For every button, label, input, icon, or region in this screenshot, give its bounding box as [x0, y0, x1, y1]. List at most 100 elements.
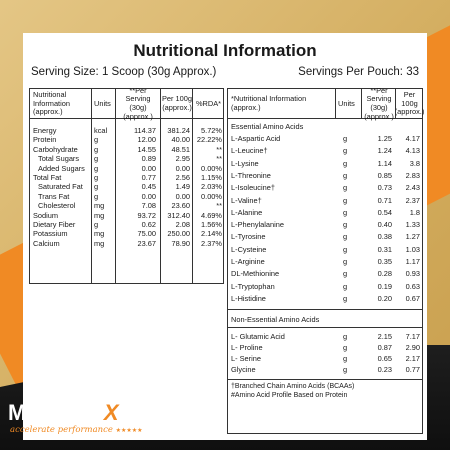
nutrient-per-serving: 0.62 — [141, 220, 156, 229]
nutrient-rda: ** — [216, 201, 222, 211]
table-row: Total Fat g 0.77 2.56 1.15% — [30, 173, 223, 183]
brand-name-x: X — [103, 400, 120, 425]
nutrient-unit: mg — [94, 210, 105, 220]
amino-per-serving: 0.23 — [377, 365, 392, 374]
nutrient-per-100g: 1.49 — [175, 182, 190, 192]
table-row: L-Alanine g 0.54 1.8 — [228, 207, 422, 218]
nutrient-per-serving: 12.00 — [137, 135, 157, 145]
amino-per-serving: 0.28 — [377, 269, 392, 279]
header-per-100g: Per 100g (approx.) — [162, 94, 192, 112]
table-row: DL-Methionine g 0.28 0.93 — [228, 270, 422, 279]
table-row: Calcium mg 23.67 78.90 2.37% — [30, 238, 223, 249]
amino-per-serving: 0.71 — [377, 195, 392, 205]
amino-name: L-Cysteine — [231, 244, 267, 254]
table-row: L-Valine† g 0.71 2.37 — [228, 195, 422, 206]
nutrient-rda: 0.00% — [201, 163, 222, 173]
amino-name: L- Proline — [231, 343, 263, 352]
table-row: L-Cysteine g 0.31 1.03 — [228, 244, 422, 255]
amino-per-serving: 0.54 — [377, 207, 392, 217]
amino-name: L-Arginine — [231, 257, 265, 266]
amino-per-100g: 7.17 — [405, 332, 420, 341]
amino-unit: g — [343, 170, 348, 180]
nutrient-unit: g — [94, 220, 99, 229]
amino-per-100g: 2.43 — [405, 183, 420, 193]
table-row: L-Arginine g 0.35 1.17 — [228, 257, 422, 267]
nutrient-unit: mg — [94, 229, 105, 239]
amino-header-per-100g: Per 100g (approx.) — [394, 90, 425, 117]
amino-name: L-Phenylalanine — [231, 220, 285, 230]
amino-unit: g — [343, 343, 348, 352]
table-row: L-Leucine† g 1.24 4.13 — [228, 147, 422, 156]
amino-unit: g — [343, 207, 348, 217]
amino-name: L-Leucine† — [231, 146, 268, 156]
nutrient-name: Cholesterol — [38, 201, 76, 211]
nutrient-per-100g: 48.51 — [171, 144, 191, 154]
amino-unit: g — [343, 244, 348, 254]
nutrient-per-serving: 0.00 — [141, 163, 156, 173]
amino-per-serving: 1.25 — [377, 134, 392, 143]
amino-name: L-Tyrosine — [231, 232, 266, 242]
amino-per-100g: 3.8 — [409, 158, 420, 168]
nutrient-rda: 5.72% — [201, 126, 222, 135]
amino-unit: g — [343, 232, 348, 242]
nutrient-rda: 0.00% — [201, 191, 222, 201]
nutrient-per-100g: 0.00 — [175, 191, 190, 201]
amino-per-serving: 1.24 — [377, 146, 392, 156]
amino-unit: g — [343, 183, 348, 193]
table-row: Glycine g 0.23 0.77 — [228, 365, 422, 375]
amino-per-100g: 0.77 — [405, 365, 420, 374]
table-row: L- Glutamic Acid g 2.15 7.17 — [228, 332, 422, 342]
nutrient-unit: kcal — [94, 126, 108, 135]
amino-unit: g — [343, 332, 348, 341]
amino-per-100g: 4.17 — [405, 134, 420, 143]
nutrient-per-100g: 40.00 — [171, 135, 191, 145]
amino-name: Glycine — [231, 365, 256, 374]
nutrient-per-100g: 381.24 — [167, 126, 190, 135]
nutrient-per-serving: 0.00 — [141, 191, 156, 201]
nutrient-per-100g: 2.95 — [175, 154, 190, 164]
amino-unit: g — [343, 220, 348, 230]
serving-size: Serving Size: 1 Scoop (30g Approx.) — [31, 66, 217, 78]
table-row: Trans Fat g 0.00 0.00 0.00% — [30, 191, 223, 202]
nutrient-rda: 4.69% — [201, 210, 222, 220]
amino-per-serving: 0.87 — [377, 343, 392, 352]
amino-name: L-Isoleucine† — [231, 183, 275, 193]
nutrient-rda: 1.15% — [201, 173, 222, 182]
header-rda: %RDA* — [195, 98, 222, 108]
nutrient-rda: ** — [216, 144, 222, 154]
amino-per-100g: 1.03 — [405, 244, 420, 254]
nutrient-per-serving: 0.89 — [141, 154, 156, 164]
nutrient-unit: mg — [94, 238, 105, 248]
table-row: L-Isoleucine† g 0.73 2.43 — [228, 183, 422, 193]
nutrient-per-100g: 78.90 — [171, 238, 191, 248]
table-row: Saturated Fat g 0.45 1.49 2.03% — [30, 183, 223, 192]
table-row: L- Serine g 0.65 2.17 — [228, 354, 422, 364]
amino-per-100g: 1.27 — [405, 232, 420, 242]
table-row: L-Phenylalanine g 0.40 1.33 — [228, 220, 422, 230]
nutrient-rda: ** — [216, 154, 222, 164]
table-row: Total Sugars g 0.89 2.95 ** — [30, 154, 223, 164]
star-icons: ★★★★★ — [115, 427, 143, 434]
amino-per-100g: 1.33 — [405, 220, 420, 230]
amino-per-serving: 0.73 — [377, 183, 392, 193]
nutrient-unit: g — [94, 144, 99, 154]
amino-name: L-Valine† — [231, 195, 262, 205]
header-nutritional-info: Nutritional Information (approx.) — [33, 90, 70, 117]
nutrient-name: Total Sugars — [38, 154, 80, 164]
nutrient-per-serving: 0.77 — [141, 173, 156, 182]
amino-unit: g — [343, 269, 348, 279]
header-units: Units — [94, 98, 111, 108]
amino-header-info: *Nutritional Information (approx.) — [231, 94, 307, 112]
brand-tagline: accelerate performance ★★★★★ — [10, 425, 143, 435]
brand-name-muscle: MUSCLE — [8, 400, 104, 425]
servings-per-pouch: Servings Per Pouch: 33 — [298, 66, 419, 78]
nutrient-unit: g — [94, 191, 99, 201]
amino-per-100g: 2.90 — [405, 343, 420, 352]
amino-per-100g: 2.83 — [405, 170, 420, 180]
amino-per-100g: 0.67 — [405, 293, 420, 303]
amino-name: L- Serine — [231, 354, 261, 363]
nutrient-rda: 2.03% — [201, 182, 222, 192]
nutrient-name: Potassium — [33, 229, 68, 239]
table-row: L-Tyrosine g 0.38 1.27 — [228, 233, 422, 242]
amino-per-serving: 2.15 — [377, 332, 392, 341]
